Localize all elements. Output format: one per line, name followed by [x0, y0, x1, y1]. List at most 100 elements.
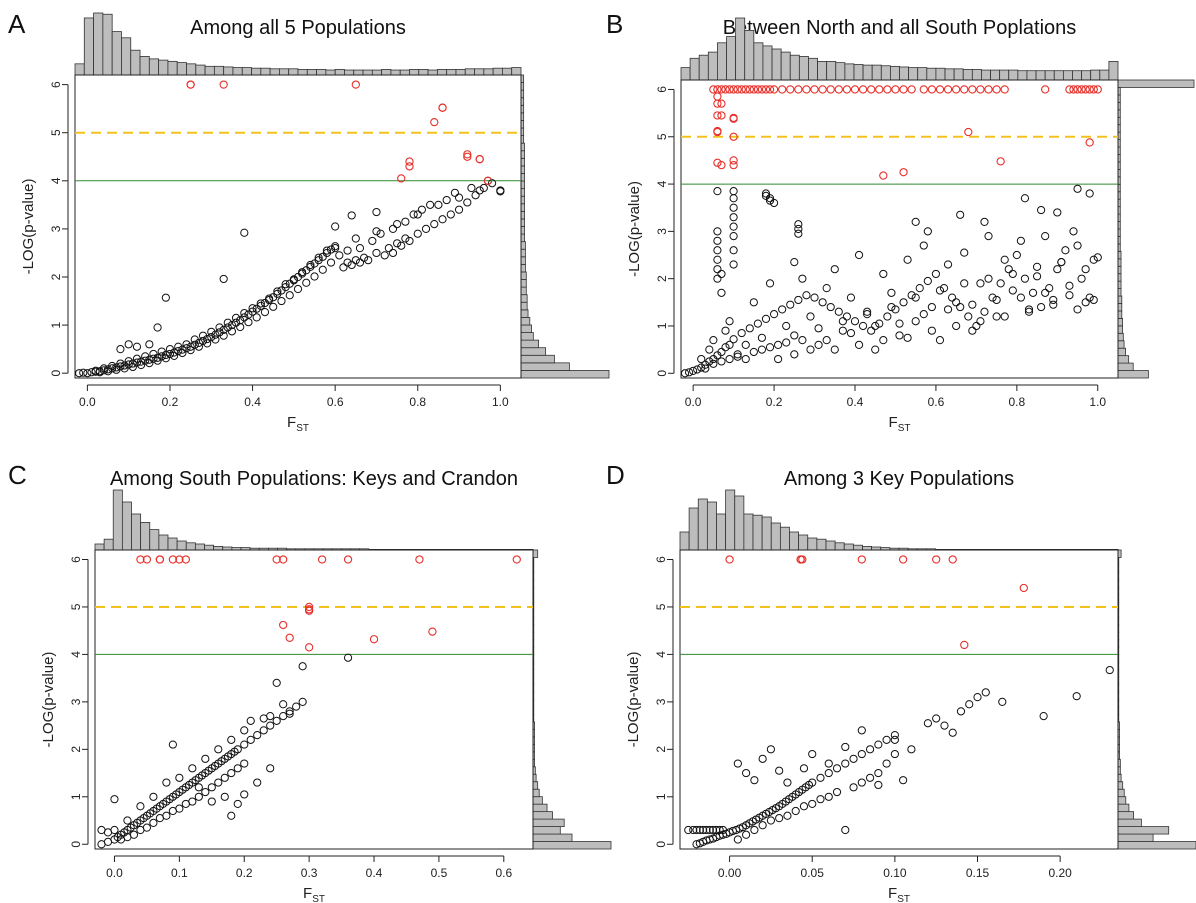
data-point — [203, 339, 212, 348]
histogram-bar — [532, 781, 539, 790]
outlier-point — [729, 156, 738, 165]
histogram-bar — [1117, 340, 1125, 349]
data-point — [874, 740, 883, 749]
histogram-bar — [520, 370, 610, 379]
panel-b: B Between North and all South Poplations 0… — [598, 0, 1196, 451]
y-tick-label: 3 — [69, 698, 83, 705]
histogram-bar — [520, 188, 525, 197]
histogram-bar — [520, 233, 525, 243]
data-point — [331, 244, 340, 253]
data-point — [1049, 300, 1058, 309]
outlier-point — [279, 555, 288, 564]
data-point — [153, 323, 162, 332]
data-point — [871, 345, 880, 354]
histogram-bar — [520, 324, 532, 333]
data-point — [1024, 307, 1034, 316]
outlier-point — [951, 85, 961, 94]
data-point — [818, 298, 827, 307]
data-point — [729, 222, 738, 231]
outlier-point — [304, 606, 314, 615]
histogram-bar — [816, 538, 827, 551]
outlier-point — [725, 85, 734, 94]
data-point — [194, 783, 203, 792]
right-histogram — [1117, 549, 1196, 850]
outlier-point — [943, 85, 953, 94]
histogram-bar — [520, 165, 525, 174]
data-point — [487, 179, 497, 188]
outlier-point — [136, 555, 145, 564]
data-point — [697, 354, 706, 364]
histogram-bar — [241, 67, 252, 76]
data-point — [790, 258, 799, 267]
y-axis: 0 1 2 3 4 5 6 — [49, 81, 69, 377]
histogram-bar — [260, 67, 271, 76]
data-point — [413, 210, 422, 219]
data-point — [981, 688, 990, 697]
histogram-bar — [148, 58, 160, 76]
data-point — [830, 345, 839, 354]
data-point — [964, 312, 973, 321]
data-point — [479, 183, 488, 193]
data-point — [863, 310, 872, 319]
outlier-point — [992, 85, 1001, 94]
data-point — [681, 369, 690, 378]
chart-title: Between North and all South Poplations — [723, 17, 1077, 39]
data-point — [822, 284, 831, 293]
y-tick-label: 4 — [655, 180, 669, 187]
data-point — [116, 359, 125, 368]
outlier-point — [285, 633, 294, 642]
histogram-bar — [1117, 310, 1123, 319]
histogram-bar — [1117, 295, 1123, 304]
histogram-bar — [520, 279, 527, 288]
data-point — [903, 255, 912, 264]
data-point — [883, 312, 892, 321]
outlier-point — [463, 150, 472, 159]
x-axis-label: FST — [287, 414, 309, 434]
y-tick-label: 1 — [654, 793, 668, 800]
histogram-bar — [735, 17, 746, 81]
data-point — [266, 712, 275, 721]
histogram-bar — [1117, 332, 1124, 342]
data-point — [393, 239, 402, 248]
histogram-bar — [962, 69, 973, 81]
data-point — [709, 336, 718, 345]
x-tick-label: 0.2 — [162, 395, 179, 409]
data-point — [865, 745, 875, 754]
data-point — [1069, 227, 1078, 236]
histogram-bar — [483, 68, 494, 76]
histogram-bar — [520, 309, 529, 318]
right-histogram — [520, 74, 610, 379]
data-point — [802, 291, 811, 300]
x-axis-label: FST — [303, 885, 325, 903]
x-tick-label: 0.1 — [171, 866, 188, 880]
histogram-bar — [835, 62, 846, 81]
outlier-point — [1073, 85, 1082, 94]
outlier-point — [405, 162, 414, 171]
outlier-point — [741, 85, 750, 94]
histogram-bar — [121, 37, 132, 76]
outlier-point — [960, 85, 969, 94]
outlier-point — [927, 85, 937, 94]
data-point — [769, 310, 779, 319]
histogram-bar — [381, 69, 392, 76]
histogram-bar — [944, 68, 955, 81]
y-tick-label: 3 — [49, 225, 63, 232]
data-point — [1041, 231, 1050, 241]
data-point — [976, 317, 985, 326]
outlier-point — [932, 555, 941, 564]
outlier-point — [960, 640, 969, 650]
data-point — [110, 795, 119, 804]
histogram-bar — [520, 218, 525, 227]
data-point — [879, 269, 888, 279]
histogram-bar — [520, 339, 540, 349]
x-axis-label-main: F — [888, 885, 897, 902]
data-point — [887, 302, 896, 312]
outlier-point — [713, 111, 722, 120]
data-point — [233, 799, 242, 809]
outlier-point — [818, 85, 827, 94]
histogram-bar — [520, 271, 527, 280]
data-point — [956, 210, 965, 219]
y-axis-label: -LOG(p-value) — [20, 179, 37, 275]
outlier-point — [175, 555, 184, 564]
data-point — [272, 716, 281, 725]
